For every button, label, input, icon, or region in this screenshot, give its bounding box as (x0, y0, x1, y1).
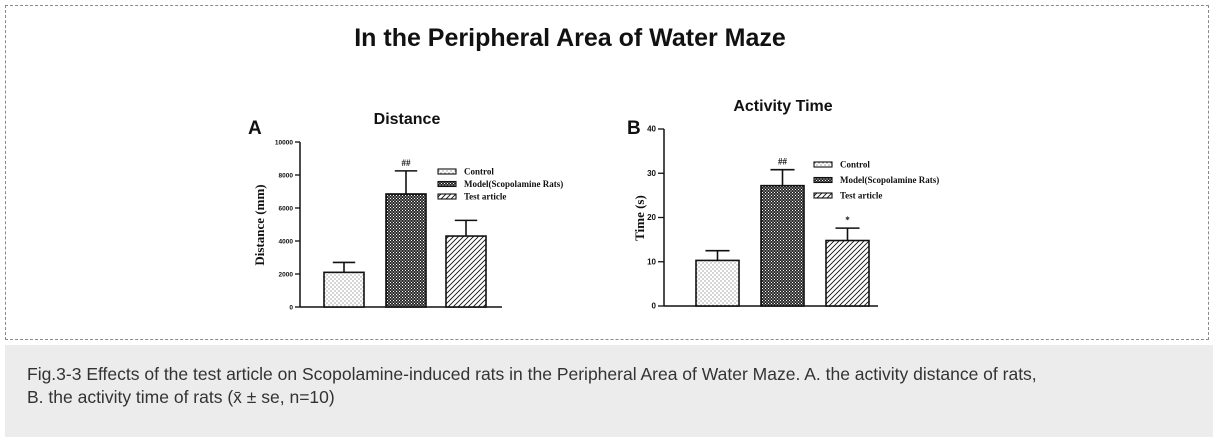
y-tick-label: 20 (647, 213, 656, 222)
bar-1 (695, 259, 740, 307)
panel-label: B (627, 118, 641, 139)
bar-1 (323, 271, 365, 308)
legend-label: Control (464, 167, 494, 177)
bar-2 (385, 193, 427, 308)
distance-chart: A Distance Distance (mm) 0 2000 4000 6000 8000 1… (248, 111, 563, 312)
y-axis-label: Time (s) (632, 195, 647, 241)
y-tick-label: 30 (647, 169, 656, 178)
legend-swatch (813, 192, 833, 199)
panel-label: A (248, 118, 262, 139)
legend-label: Test article (840, 191, 882, 201)
figure-caption: Fig.3-3 Effects of the test article on S… (27, 363, 1197, 409)
main-title: In the Peripheral Area of Water Maze (354, 24, 786, 52)
significance-marker: * (845, 215, 850, 225)
bar-2 (760, 184, 805, 307)
significance-marker: ## (778, 157, 788, 167)
y-tick-label: 0 (289, 305, 293, 312)
y-tick-label: 2000 (279, 272, 294, 279)
figure-frame (5, 5, 1209, 340)
caption-box: Fig.3-3 Effects of the test article on S… (5, 345, 1213, 437)
y-tick-label: 6000 (279, 206, 294, 213)
y-axis-label: Distance (mm) (252, 184, 267, 265)
y-tick-label: 10 (647, 257, 656, 266)
caption-line-1: Fig.3-3 Effects of the test article on S… (27, 364, 1037, 384)
legend-swatch (813, 161, 833, 168)
y-tick-label: 40 (647, 125, 656, 134)
y-tick-label: 10000 (275, 140, 293, 147)
activity-time-chart: B Activity Time Time (s) 0 10 20 30 40 ## * Contro… (627, 98, 939, 311)
y-tick-label: 8000 (279, 173, 294, 180)
y-tick-label: 4000 (279, 239, 294, 246)
legend-label: Test article (464, 192, 506, 202)
bar-3 (825, 239, 870, 307)
legend-label: Model(Scopolamine Rats) (840, 175, 939, 185)
legend-label: Model(Scopolamine Rats) (464, 179, 563, 189)
legend-label: Control (840, 160, 870, 170)
legend-swatch (437, 168, 457, 175)
significance-marker: ## (402, 158, 412, 168)
y-tick-label: 0 (652, 302, 657, 311)
caption-line-2: B. the activity time of rats (x̄ ± se, n… (27, 387, 335, 407)
legend-swatch (813, 176, 833, 184)
legend-swatch (437, 180, 457, 188)
bar-3 (445, 235, 487, 308)
chart-title: Activity Time (733, 98, 832, 115)
chart-title: Distance (374, 111, 441, 128)
charts-canvas: A Distance Distance (mm) 0 2000 4000 6000 8000 1… (248, 98, 939, 312)
legend-swatch (437, 193, 457, 200)
